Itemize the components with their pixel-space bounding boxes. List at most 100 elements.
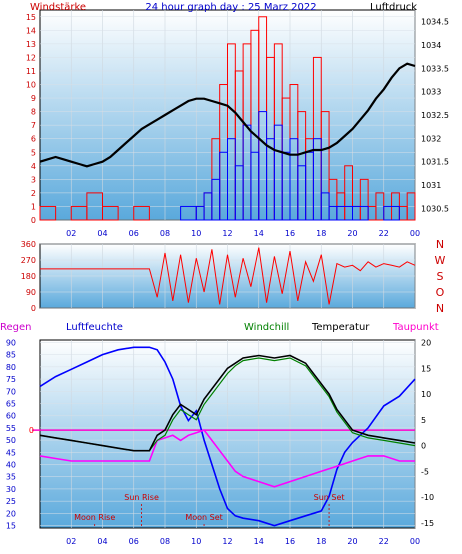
- wind-gust-bar-25: [352, 205, 369, 221]
- panel3-x-tick-10: 22: [379, 537, 389, 546]
- panel3-x-tick-7: 16: [285, 537, 295, 546]
- panel1-right-tick-0: 1030.5: [421, 204, 449, 213]
- wind-speed-bar-37: [406, 192, 416, 221]
- rain-zero-label: 0: [29, 426, 34, 435]
- panel1-x-tick-8: 18: [316, 229, 326, 238]
- temperature-label: Temperatur: [311, 322, 370, 333]
- event-label-2: Moon Set: [185, 513, 222, 522]
- panel3-right-tick-7: -15: [421, 519, 434, 528]
- panel3-left-tick-5: 40: [6, 461, 16, 470]
- temperature-line: [39, 354, 416, 452]
- panel1-x-tick-2: 06: [129, 229, 139, 238]
- panel1-x-tick-1: 04: [97, 229, 107, 238]
- panel1-left-tick-15: 15: [26, 13, 36, 22]
- wind-speed-bar-0: [39, 205, 57, 221]
- panel1-left-tick-4: 4: [31, 162, 36, 171]
- compass-letter-1: W: [435, 254, 446, 267]
- panel2-tick-3: 270: [21, 256, 36, 265]
- panel3-x-tick-11: 00: [410, 537, 420, 546]
- panel1-x-tick-9: 20: [347, 229, 357, 238]
- compass-letter-0: N: [436, 238, 444, 251]
- panel3-x-tick-4: 10: [191, 537, 201, 546]
- event-label-3: Sun Set: [314, 493, 345, 502]
- panel1-left-tick-12: 12: [26, 53, 36, 62]
- panel2-tick-1: 90: [26, 288, 36, 297]
- panel3-left-tick-10: 65: [6, 399, 16, 408]
- panel1-x-tick-7: 16: [285, 229, 295, 238]
- panel1-x-tick-10: 22: [379, 229, 389, 238]
- event-label-1: Sun Rise: [124, 493, 159, 502]
- humidity-label: Luftfeuchte: [66, 322, 123, 333]
- compass-letter-3: O: [436, 286, 445, 299]
- panel1-right-tick-3: 1032: [421, 134, 441, 143]
- panel1-right-tick-6: 1033.5: [421, 64, 449, 73]
- panel3-x-tick-0: 02: [66, 537, 76, 546]
- panel1-x-tick-0: 02: [66, 229, 76, 238]
- panel3-right-tick-3: 5: [421, 416, 426, 425]
- pressure-line: [39, 62, 416, 168]
- wind-gust-bar-27: [383, 205, 400, 221]
- panel1-left-tick-2: 2: [31, 189, 36, 198]
- wind-speed-bar-6: [133, 205, 150, 221]
- windchill-label: Windchill: [244, 322, 289, 333]
- panel1-left-tick-0: 0: [31, 216, 36, 225]
- panel3-left-tick-6: 45: [6, 448, 16, 457]
- wind-gust-bar-21: [312, 138, 322, 221]
- panel1-left-tick-14: 14: [26, 26, 36, 35]
- panel3-right-tick-5: -5: [421, 467, 429, 476]
- panel3-x-tick-1: 04: [97, 537, 107, 546]
- panel3-right-tick-4: 0: [421, 442, 426, 451]
- panel3-left-tick-9: 60: [6, 412, 16, 421]
- chart-title: 24 hour graph day : 25 Marz 2022: [145, 2, 316, 13]
- panel3-left-tick-14: 85: [6, 351, 16, 360]
- panel1-x-tick-5: 12: [222, 229, 232, 238]
- panel1-x-tick-6: 14: [254, 229, 264, 238]
- panel1-left-tick-10: 10: [26, 81, 36, 90]
- rain-label: Regen: [0, 322, 32, 333]
- panel2-tick-4: 360: [21, 240, 36, 249]
- panel2-tick-0: 0: [31, 304, 36, 313]
- panel1-left-tick-3: 3: [31, 175, 36, 184]
- panel1-x-tick-3: 08: [160, 229, 170, 238]
- panel3-x-tick-5: 12: [222, 537, 232, 546]
- panel1-left-tick-9: 9: [31, 94, 36, 103]
- panel1-left-tick-11: 11: [26, 67, 36, 76]
- panel1-left-tick-6: 6: [31, 135, 36, 144]
- panel1-left-tick-1: 1: [31, 202, 36, 211]
- panel1-right-tick-2: 1031.5: [421, 158, 449, 167]
- panel3-left-tick-2: 25: [6, 497, 16, 506]
- panel3-left-tick-0: 15: [6, 522, 16, 531]
- panel3-right-tick-0: 20: [421, 339, 431, 348]
- panel1-left-tick-7: 7: [31, 121, 36, 130]
- panel1-right-label: Luftdruck: [370, 2, 417, 13]
- panel3-left-tick-7: 50: [6, 436, 16, 445]
- panel1-left-tick-13: 13: [26, 40, 36, 49]
- compass-letter-2: S: [437, 270, 444, 283]
- humidity-line: [39, 346, 416, 527]
- panel3-left-tick-13: 80: [6, 363, 16, 372]
- panel3-right-tick-2: 10: [421, 390, 431, 399]
- panel1-right-tick-5: 1033: [421, 88, 441, 97]
- panel3-left-tick-8: 55: [6, 424, 16, 433]
- event-label-0: Moon Rise: [74, 513, 115, 522]
- panel3-left-tick-15: 90: [6, 338, 16, 347]
- panel3-left-tick-3: 30: [6, 485, 16, 494]
- wind-direction-line: [40, 247, 416, 305]
- panel3-x-tick-9: 20: [347, 537, 357, 546]
- panel3-left-tick-4: 35: [6, 473, 16, 482]
- dewpoint-label: Taupunkt: [392, 322, 439, 333]
- panel3-right-tick-1: 15: [421, 364, 431, 373]
- panel1-x-tick-4: 10: [191, 229, 201, 238]
- panel1-right-tick-7: 1034: [421, 41, 441, 50]
- panel3-x-tick-8: 18: [316, 537, 326, 546]
- panel3-x-tick-2: 06: [129, 537, 139, 546]
- panel3-x-tick-6: 14: [254, 537, 264, 546]
- dewpoint-line: [39, 429, 415, 488]
- panel1-right-tick-8: 1034.5: [421, 18, 449, 27]
- wind-speed-bar-4: [102, 205, 119, 221]
- panel1-x-tick-11: 00: [410, 229, 420, 238]
- panel2-tick-2: 180: [21, 272, 36, 281]
- panel3-left-tick-11: 70: [6, 387, 16, 396]
